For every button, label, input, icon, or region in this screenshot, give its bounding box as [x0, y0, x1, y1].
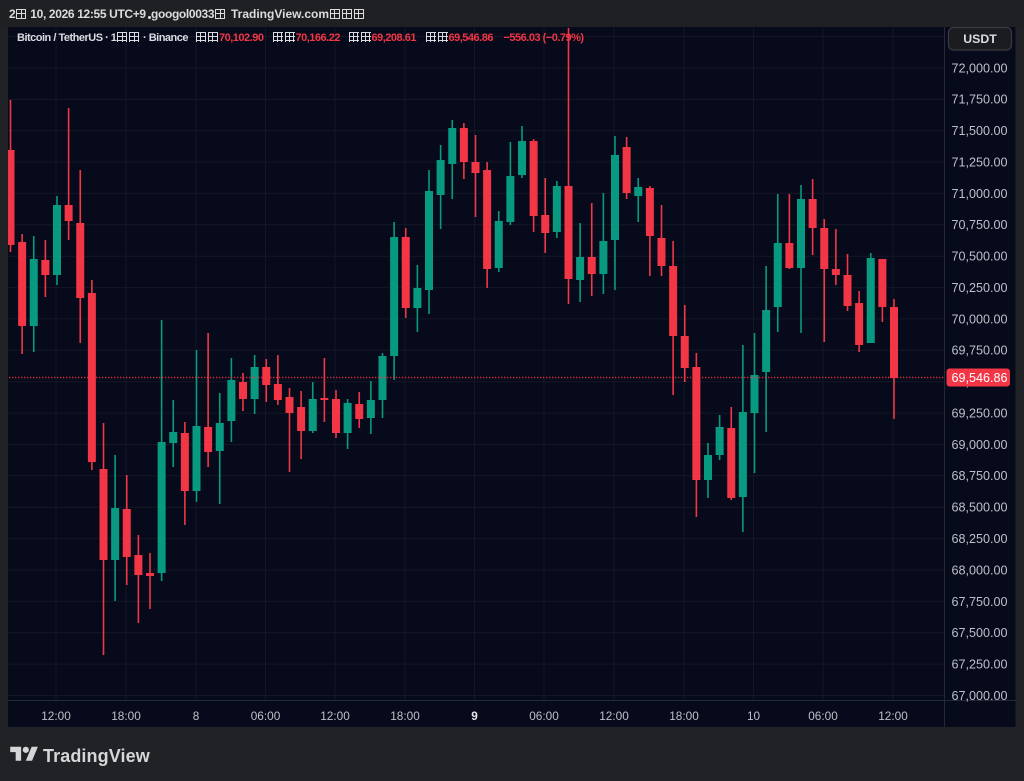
svg-text:68,000.00: 68,000.00	[952, 563, 1008, 577]
svg-text:69,750.00: 69,750.00	[952, 344, 1008, 358]
svg-text:67,750.00: 67,750.00	[952, 595, 1008, 609]
svg-text:06:00: 06:00	[251, 709, 281, 723]
svg-text:68,500.00: 68,500.00	[952, 501, 1008, 515]
svg-text:18:00: 18:00	[111, 709, 141, 723]
svg-text:06:00: 06:00	[808, 709, 838, 723]
svg-text:68,750.00: 68,750.00	[952, 469, 1008, 483]
svg-text:8: 8	[193, 709, 200, 723]
svg-text:12:00: 12:00	[41, 709, 71, 723]
svg-text:70,750.00: 70,750.00	[952, 218, 1008, 232]
svg-text:12:00: 12:00	[878, 709, 908, 723]
svg-text:18:00: 18:00	[669, 709, 699, 723]
svg-text:67,500.00: 67,500.00	[952, 626, 1008, 640]
svg-text:USDT: USDT	[963, 32, 997, 46]
svg-text:71,750.00: 71,750.00	[952, 93, 1008, 107]
svg-text:72,000.00: 72,000.00	[952, 61, 1008, 75]
svg-text:69,000.00: 69,000.00	[952, 438, 1008, 452]
svg-text:70,250.00: 70,250.00	[952, 281, 1008, 295]
svg-text:9: 9	[471, 709, 478, 723]
svg-text:68,250.00: 68,250.00	[952, 532, 1008, 546]
svg-text:71,250.00: 71,250.00	[952, 155, 1008, 169]
svg-text:10: 10	[747, 709, 761, 723]
svg-text:71,000.00: 71,000.00	[952, 187, 1008, 201]
svg-text:71,500.00: 71,500.00	[952, 124, 1008, 138]
svg-text:06:00: 06:00	[529, 709, 559, 723]
svg-text:67,250.00: 67,250.00	[952, 658, 1008, 672]
svg-text:70,500.00: 70,500.00	[952, 250, 1008, 264]
svg-text:18:00: 18:00	[390, 709, 420, 723]
svg-text:67,000.00: 67,000.00	[952, 689, 1008, 703]
svg-text:69,546.86: 69,546.86	[952, 371, 1008, 385]
svg-text:69,250.00: 69,250.00	[952, 407, 1008, 421]
svg-text:12:00: 12:00	[320, 709, 350, 723]
svg-text:12:00: 12:00	[599, 709, 629, 723]
svg-text:70,000.00: 70,000.00	[952, 312, 1008, 326]
svg-text:TradingView: TradingView	[43, 746, 151, 766]
